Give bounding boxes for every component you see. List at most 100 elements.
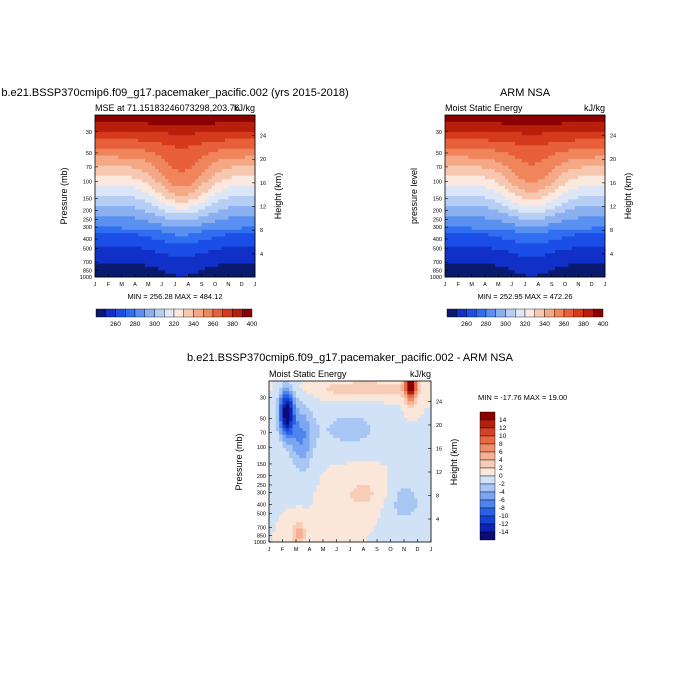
contour-cell [505, 196, 509, 200]
contour-cell [238, 135, 243, 140]
contour-cell [595, 253, 599, 258]
contour-cell [95, 256, 99, 261]
contour-cell [279, 458, 283, 462]
contour-cell [148, 196, 153, 200]
contour-cell [272, 451, 277, 456]
contour-cell [208, 206, 213, 210]
contour-cell [148, 172, 153, 177]
contour-cell [601, 179, 606, 183]
contour-cell [201, 229, 206, 234]
contour-cell [251, 135, 256, 140]
contour-cell [531, 273, 536, 278]
contour-cell [448, 172, 453, 177]
contour-cell [251, 206, 256, 210]
contour-cell [445, 189, 449, 194]
contour-cell [195, 256, 199, 261]
contour-cell [185, 138, 189, 143]
contour-cell [168, 135, 173, 140]
contour-cell [485, 189, 489, 194]
contour-cell [175, 125, 179, 129]
contour-cell [108, 266, 113, 271]
contour-cell [155, 270, 159, 275]
contour-cell [141, 125, 146, 129]
contour-cell [141, 138, 146, 143]
contour-cell [108, 189, 113, 194]
contour-cell [565, 202, 569, 207]
contour-cell [491, 270, 496, 275]
x-tick-label: N [576, 282, 580, 288]
contour-cell [175, 209, 179, 214]
contour-cell [279, 478, 283, 483]
contour-cell [555, 236, 559, 241]
contour-cell [525, 175, 529, 180]
contour-cell [535, 266, 539, 271]
contour-cell [475, 175, 479, 180]
contour-cell [495, 165, 499, 170]
contour-cell [601, 192, 606, 197]
contour-cell [461, 219, 466, 224]
contour-cell [491, 243, 496, 248]
contour-cell [101, 169, 106, 173]
contour-cell [595, 233, 599, 237]
contour-cell [121, 270, 126, 275]
contour-cell [518, 158, 523, 163]
contour-cell [115, 202, 119, 207]
contour-cell [498, 256, 503, 261]
contour-cell [205, 145, 209, 150]
contour-cell [251, 273, 256, 278]
contour-cell [235, 260, 239, 264]
contour-cell [461, 256, 466, 261]
contour-cell [511, 223, 516, 227]
contour-cell [275, 478, 280, 483]
contour-cell [225, 202, 229, 207]
contour-cell [105, 125, 109, 129]
contour-cell [161, 158, 166, 163]
contour-cell [161, 135, 166, 140]
contour-cell [511, 209, 516, 214]
contour-cell [151, 212, 156, 217]
contour-cell [111, 158, 116, 163]
contour-cell [251, 152, 256, 156]
contour-cell [98, 216, 103, 221]
contour-cell [128, 158, 133, 163]
contour-cell [548, 179, 553, 183]
contour-cell [245, 179, 249, 183]
contour-cell [95, 229, 99, 234]
contour-cell [148, 118, 153, 123]
contour-cell [561, 128, 566, 133]
contour-cell [205, 209, 209, 214]
contour-cell [279, 411, 283, 415]
contour-cell [221, 158, 226, 163]
contour-cell [155, 253, 159, 258]
contour-cell [231, 199, 236, 204]
contour-cell [581, 185, 586, 190]
contour-cell [591, 175, 596, 180]
contour-cell [545, 266, 549, 271]
contour-cell [151, 250, 156, 254]
contour-cell [185, 250, 189, 254]
contour-cell [201, 223, 206, 227]
contour-cell [518, 263, 523, 268]
contour-cell [578, 260, 583, 264]
contour-cell [211, 216, 216, 221]
contour-cell [191, 273, 196, 278]
contour-cell [178, 226, 183, 231]
contour-cell [171, 185, 176, 190]
contour-cell [145, 243, 149, 248]
contour-cell [235, 169, 239, 173]
contour-cell [585, 246, 589, 251]
contour-cell [168, 169, 173, 173]
contour-cell [228, 229, 233, 234]
contour-cell [598, 196, 603, 200]
contour-cell [518, 121, 523, 126]
contour-cell [225, 253, 229, 258]
contour-cell [581, 196, 586, 200]
contour-cell [161, 216, 166, 221]
contour-cell [241, 158, 246, 163]
contour-cell [495, 216, 499, 221]
contour-cell [498, 209, 503, 214]
contour-cell [515, 185, 519, 190]
colorbar-label: 360 [208, 321, 219, 328]
contour-cell [118, 236, 123, 241]
contour-cell [445, 182, 449, 187]
